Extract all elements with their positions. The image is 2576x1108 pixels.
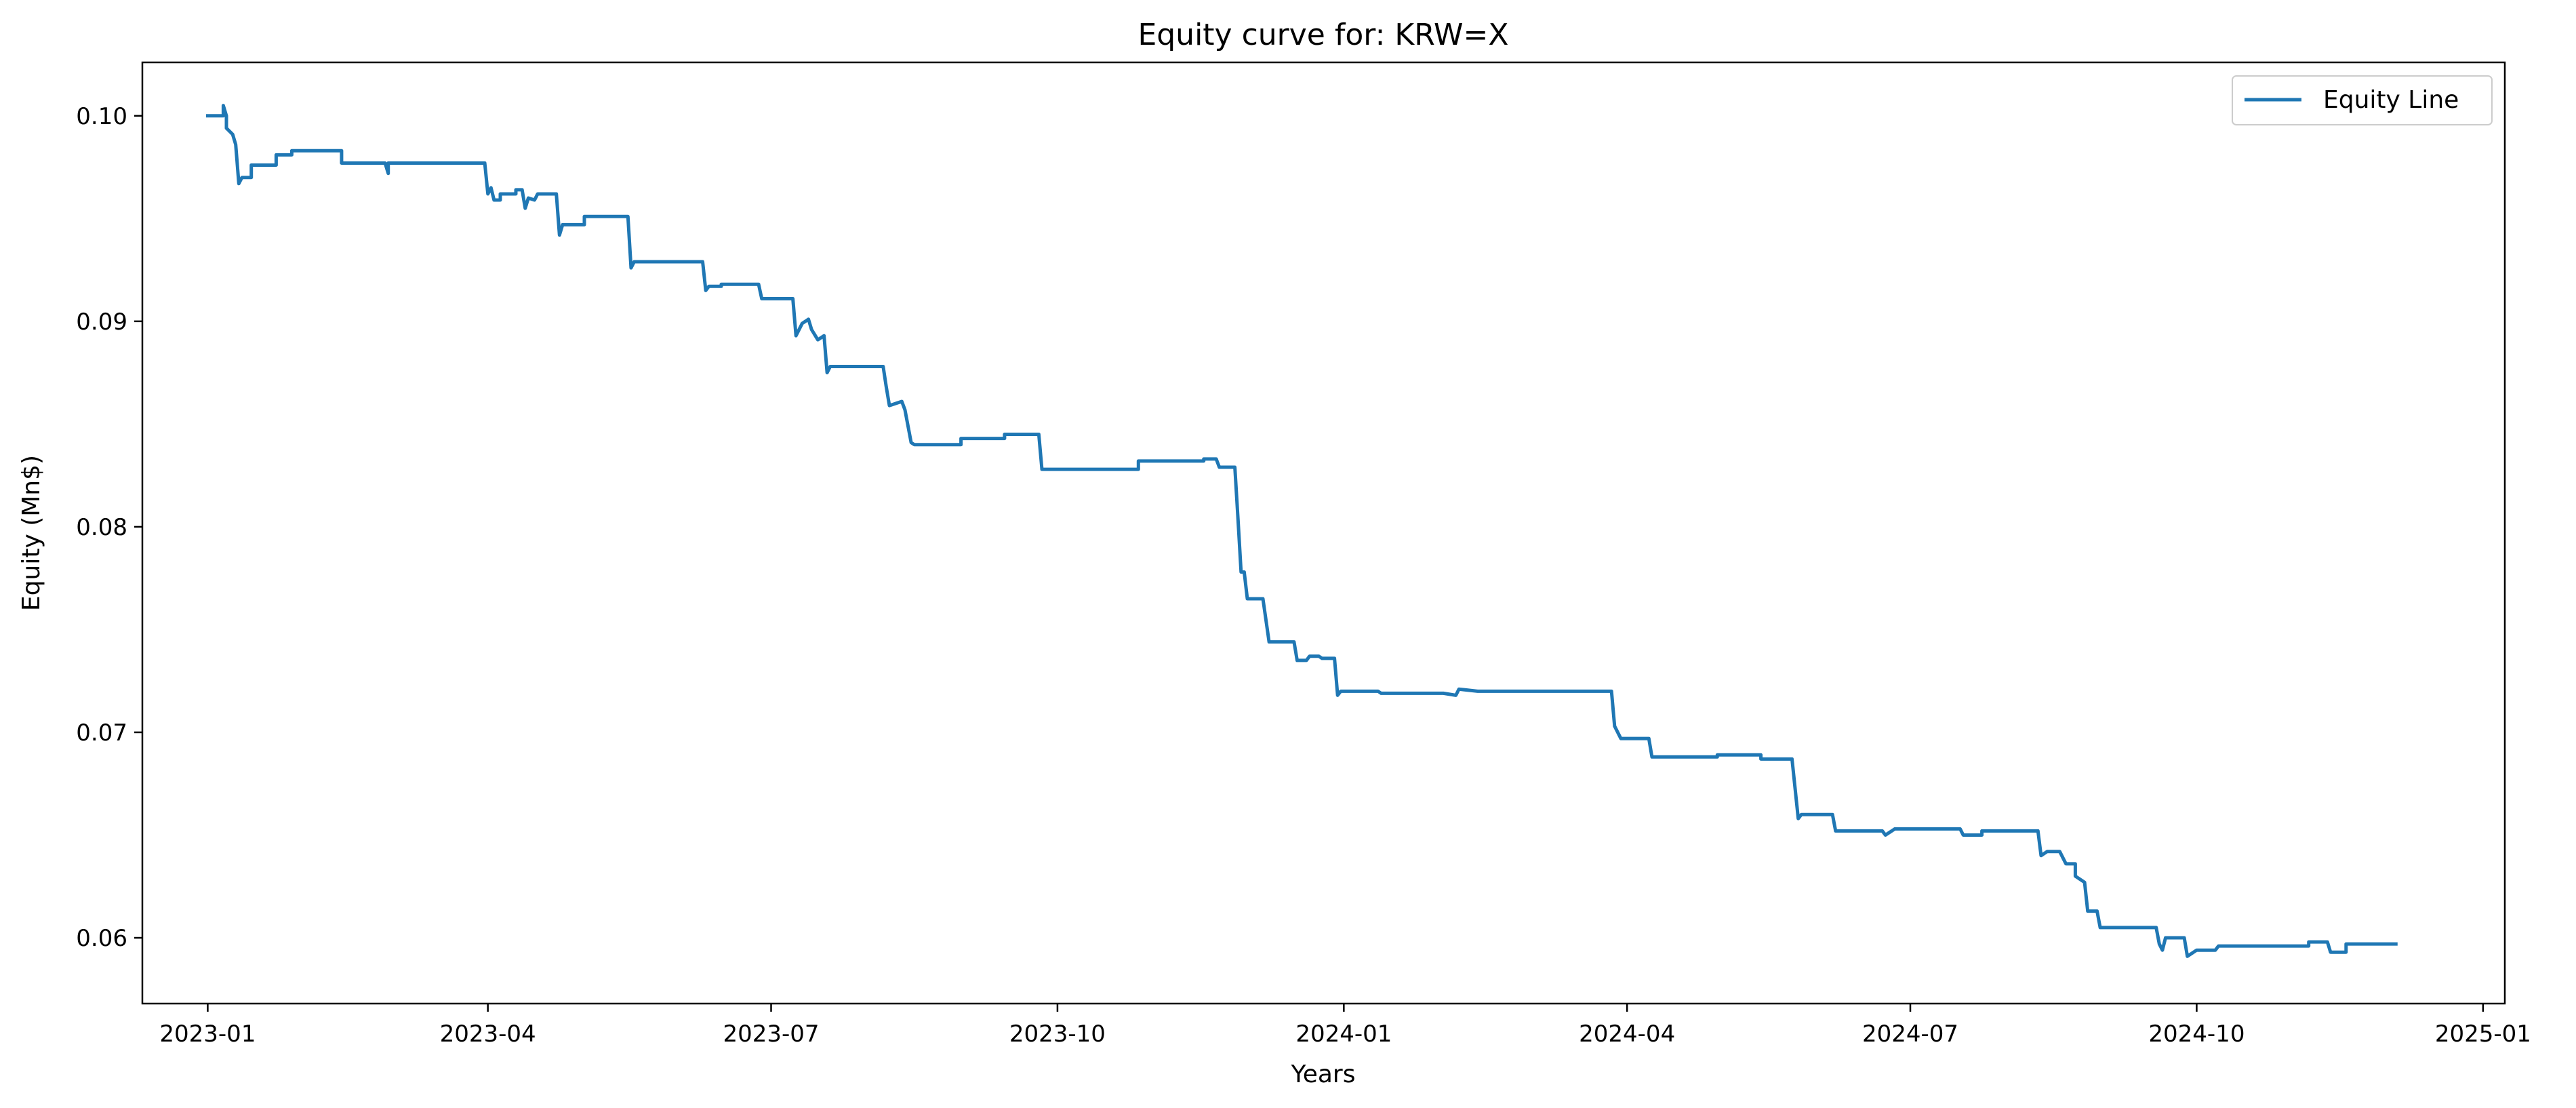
x-axis-label: Years [1291, 1061, 1356, 1088]
legend-label: Equity Line [2323, 86, 2459, 114]
y-tick-label: 0.08 [76, 514, 127, 541]
equity-series-line [205, 104, 2398, 958]
x-tick-label: 2024-01 [1295, 1021, 1392, 1048]
x-tick-label: 2023-07 [723, 1021, 819, 1048]
y-axis: 0.06 0.07 0.08 0.09 0.10 [76, 103, 142, 952]
x-tick-label: 2025-01 [2435, 1021, 2531, 1048]
x-tick-label: 2023-04 [440, 1021, 536, 1048]
y-tick-label: 0.09 [76, 309, 127, 336]
y-axis-label: Equity (Mn$) [18, 455, 45, 611]
plot-frame [141, 61, 2506, 1005]
y-tick-label: 0.07 [76, 719, 127, 747]
x-tick-label: 2023-10 [1009, 1021, 1106, 1048]
legend: Equity Line [2232, 75, 2493, 125]
x-tick-label: 2024-07 [1862, 1021, 1958, 1048]
legend-box [2232, 75, 2493, 125]
x-tick-label: 2024-10 [2148, 1021, 2245, 1048]
x-tick-label: 2023-01 [159, 1021, 256, 1048]
x-axis: 2023-01 2023-04 2023-07 2023-10 2024-01 2024-… [159, 1004, 2531, 1048]
y-tick-label: 0.06 [76, 925, 127, 952]
series-layer [205, 104, 2398, 958]
x-tick-label: 2024-04 [1579, 1021, 1675, 1048]
y-tick-label: 0.10 [76, 103, 127, 130]
chart-title: Equity curve for: KRW=X [1138, 18, 1508, 52]
